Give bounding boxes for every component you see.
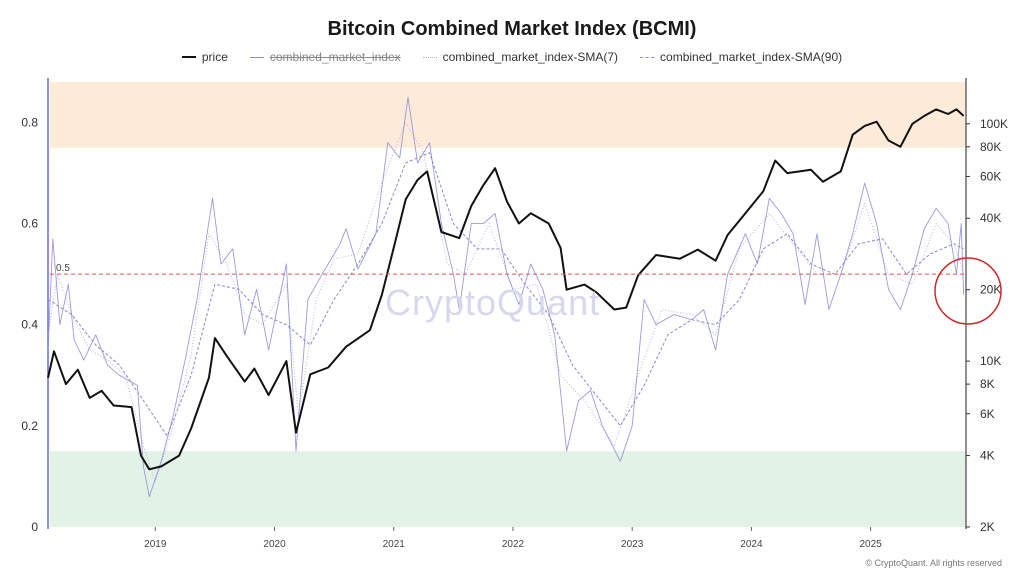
y-left-tick-label: 0 — [31, 520, 38, 534]
legend-label-sma7: combined_market_index-SMA(7) — [442, 50, 619, 64]
y-right-tick-label: 2K — [980, 520, 995, 534]
legend-swatch-combined-market-index — [249, 56, 264, 58]
legend-swatch-price — [181, 56, 196, 58]
y-left-tick-label: 0.4 — [21, 318, 38, 332]
chart-title: Bitcoin Combined Market Index (BCMI) — [327, 18, 697, 40]
legend-swatch-sma7 — [422, 56, 437, 58]
watermark-text: CryptoQuant — [385, 282, 601, 323]
y-right-tick-label: 6K — [980, 407, 995, 421]
x-tick-label: 2019 — [144, 539, 167, 550]
y-left-tick-label: 0.6 — [21, 217, 38, 231]
y-left-tick-label: 0.8 — [21, 115, 38, 129]
y-right-tick-label: 8K — [980, 377, 995, 391]
zone-overheat — [50, 82, 966, 148]
zone-undervalued — [50, 451, 966, 527]
x-tick-label: 2021 — [383, 539, 406, 550]
x-tick-label: 2025 — [859, 539, 882, 550]
annotation-circle — [934, 257, 1002, 325]
series-combined-market-index — [47, 96, 965, 498]
axes-layer: 0 0.2 0.4 0.6 0.8 2K 4K 6K 8K 10K 20K 40K 60K 80K 100K… — [21, 78, 1008, 550]
x-tick-label: 2024 — [740, 539, 763, 550]
y-right-tick-label: 10K — [980, 354, 1001, 368]
legend-label-price: price — [201, 50, 228, 64]
legend-swatch-sma90 — [640, 56, 655, 58]
y-right-tick-label: 20K — [980, 283, 1001, 297]
legend-label-combined-market-index: combined_market_index — [269, 50, 401, 64]
legend-item-sma90[interactable]: combined_market_index-SMA(90) — [640, 50, 842, 64]
legend-label-sma90: combined_market_index-SMA(90) — [660, 50, 843, 64]
reference-line-label: 0.5 — [56, 263, 70, 274]
annotation-layer: 0.5 — [50, 257, 1002, 325]
y-left-tick-label: 0.2 — [21, 419, 38, 433]
y-right-tick-label: 60K — [980, 169, 1001, 183]
y-right-tick-label: 100K — [980, 117, 1008, 131]
copyright-text: © CryptoQuant. All rights reserved — [865, 558, 1002, 568]
zones-layer — [50, 82, 966, 527]
series-layer — [47, 96, 965, 498]
legend: price combined_market_index combined_mar… — [0, 50, 1024, 64]
y-right-tick-label: 4K — [980, 449, 995, 463]
x-tick-label: 2020 — [263, 539, 286, 550]
x-tick-label: 2022 — [502, 539, 525, 550]
legend-item-price[interactable]: price — [181, 50, 228, 64]
legend-item-sma7[interactable]: combined_market_index-SMA(7) — [422, 50, 619, 64]
series-price — [47, 108, 965, 471]
legend-item-combined-market-index[interactable]: combined_market_index — [249, 50, 401, 64]
x-tick-label: 2023 — [621, 539, 644, 550]
y-right-tick-label: 80K — [980, 140, 1001, 154]
series-combined-market-index-sma-90- — [47, 152, 964, 437]
y-right-tick-label: 40K — [980, 211, 1001, 225]
